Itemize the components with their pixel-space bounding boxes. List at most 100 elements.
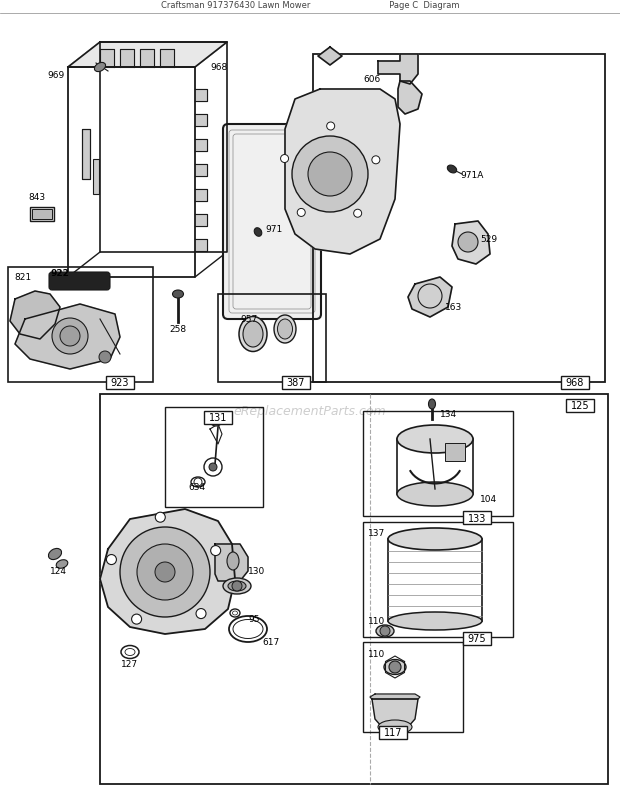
Text: 133: 133 xyxy=(468,513,486,523)
Ellipse shape xyxy=(223,578,251,594)
Bar xyxy=(566,400,594,413)
Bar xyxy=(463,512,491,524)
Bar xyxy=(165,407,263,507)
Text: 387: 387 xyxy=(286,378,305,388)
Text: 110: 110 xyxy=(368,650,385,658)
Circle shape xyxy=(155,512,166,523)
Circle shape xyxy=(308,153,352,197)
Bar xyxy=(218,295,326,382)
Circle shape xyxy=(211,546,221,556)
Circle shape xyxy=(137,544,193,601)
Bar xyxy=(282,377,310,389)
Polygon shape xyxy=(370,694,420,699)
Polygon shape xyxy=(195,90,207,102)
Text: 104: 104 xyxy=(480,495,497,503)
Text: 131: 131 xyxy=(209,413,227,423)
Text: 137: 137 xyxy=(368,528,385,537)
Bar xyxy=(93,160,99,195)
Circle shape xyxy=(372,157,380,165)
Polygon shape xyxy=(372,699,418,727)
Text: Craftsman 917376430 Lawn Mower                              Page C  Diagram: Craftsman 917376430 Lawn Mower Page C Di… xyxy=(161,2,459,10)
Text: 968: 968 xyxy=(566,378,584,388)
Text: 843: 843 xyxy=(28,194,45,202)
Bar xyxy=(363,411,513,516)
Text: 922: 922 xyxy=(50,269,69,278)
Bar xyxy=(204,411,232,425)
Circle shape xyxy=(209,463,217,471)
Text: 95: 95 xyxy=(248,615,260,624)
Bar xyxy=(463,632,491,645)
Ellipse shape xyxy=(239,317,267,352)
Circle shape xyxy=(232,581,242,591)
Bar xyxy=(8,267,153,382)
Circle shape xyxy=(292,137,368,213)
Ellipse shape xyxy=(228,581,246,591)
Ellipse shape xyxy=(210,417,222,426)
Circle shape xyxy=(120,528,210,618)
Polygon shape xyxy=(100,509,235,634)
Polygon shape xyxy=(195,115,207,127)
Ellipse shape xyxy=(397,483,473,507)
Polygon shape xyxy=(452,222,490,265)
Bar xyxy=(82,130,90,180)
Text: 617: 617 xyxy=(262,638,279,646)
Ellipse shape xyxy=(48,548,61,560)
Ellipse shape xyxy=(376,626,394,638)
Text: 821: 821 xyxy=(14,273,31,282)
Circle shape xyxy=(353,210,361,218)
Bar xyxy=(379,726,407,739)
Circle shape xyxy=(131,614,141,624)
Polygon shape xyxy=(195,214,207,226)
Polygon shape xyxy=(100,50,114,68)
Bar xyxy=(30,208,54,222)
Bar xyxy=(363,642,463,732)
Ellipse shape xyxy=(278,320,293,340)
Polygon shape xyxy=(285,90,400,255)
Circle shape xyxy=(99,352,111,364)
Text: 117: 117 xyxy=(384,728,402,738)
Ellipse shape xyxy=(227,552,239,570)
Polygon shape xyxy=(10,291,60,340)
Text: 130: 130 xyxy=(248,567,265,576)
Circle shape xyxy=(52,319,88,355)
Polygon shape xyxy=(378,55,418,85)
Circle shape xyxy=(107,555,117,565)
Polygon shape xyxy=(195,240,207,251)
Ellipse shape xyxy=(243,321,263,348)
Text: 634: 634 xyxy=(188,483,205,492)
Bar xyxy=(82,130,90,180)
Bar xyxy=(106,377,134,389)
Circle shape xyxy=(327,123,335,131)
FancyBboxPatch shape xyxy=(49,273,110,291)
Polygon shape xyxy=(398,82,422,115)
Ellipse shape xyxy=(428,400,435,410)
FancyBboxPatch shape xyxy=(223,124,321,320)
Ellipse shape xyxy=(172,291,184,299)
Ellipse shape xyxy=(388,612,482,630)
Circle shape xyxy=(281,155,288,163)
Text: 125: 125 xyxy=(570,401,590,411)
Bar xyxy=(561,377,589,389)
Text: 127: 127 xyxy=(122,660,138,669)
Polygon shape xyxy=(215,544,248,581)
Ellipse shape xyxy=(384,660,406,675)
Ellipse shape xyxy=(447,166,457,173)
Text: 529: 529 xyxy=(480,235,497,244)
Ellipse shape xyxy=(388,528,482,550)
Circle shape xyxy=(389,661,401,673)
Text: 968: 968 xyxy=(210,63,228,71)
Circle shape xyxy=(196,609,206,619)
Text: 971A: 971A xyxy=(460,170,484,179)
Text: 163: 163 xyxy=(445,303,463,312)
Text: eReplacementParts.com: eReplacementParts.com xyxy=(234,405,386,418)
Ellipse shape xyxy=(378,720,412,734)
Text: 110: 110 xyxy=(368,617,385,626)
Text: 975: 975 xyxy=(467,634,486,644)
Text: 606: 606 xyxy=(363,75,380,84)
Circle shape xyxy=(380,626,390,636)
Ellipse shape xyxy=(94,63,105,72)
Polygon shape xyxy=(195,140,207,152)
Bar xyxy=(32,210,52,220)
Circle shape xyxy=(458,233,478,253)
Polygon shape xyxy=(15,304,120,369)
